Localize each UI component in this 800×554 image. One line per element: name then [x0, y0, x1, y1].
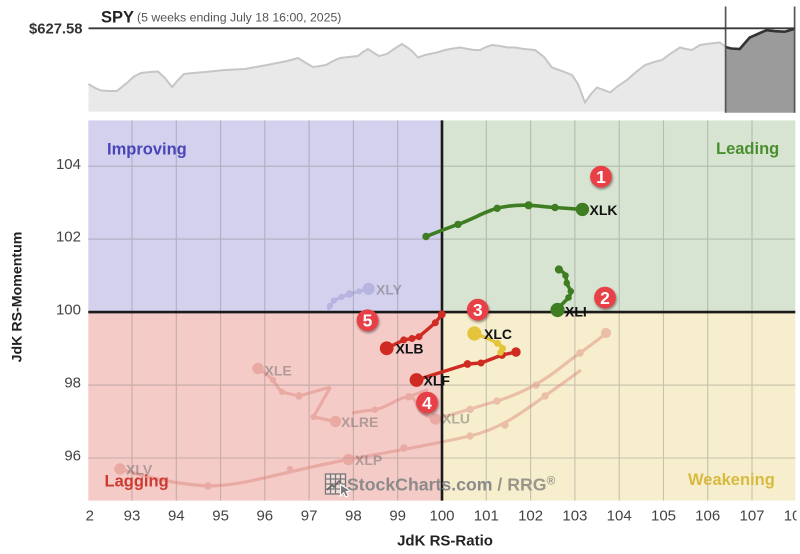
svg-text:100: 100 — [56, 302, 81, 319]
svg-text:104: 104 — [607, 508, 632, 525]
svg-text:StockCharts.com / RRG®: StockCharts.com / RRG® — [347, 474, 556, 495]
svg-text:(5 weeks ending July 18 16:00,: (5 weeks ending July 18 16:00, 2025) — [137, 11, 341, 25]
svg-text:108: 108 — [784, 508, 800, 525]
svg-text:102: 102 — [518, 508, 543, 525]
svg-text:105: 105 — [651, 508, 676, 525]
svg-text:103: 103 — [562, 508, 587, 525]
svg-text:4: 4 — [422, 393, 432, 413]
svg-text:JdK RS-Momentum: JdK RS-Momentum — [10, 232, 26, 363]
svg-text:95: 95 — [212, 508, 229, 525]
svg-text:JdK RS-Ratio: JdK RS-Ratio — [397, 533, 493, 550]
svg-text:2: 2 — [600, 288, 610, 308]
svg-text:104: 104 — [56, 156, 81, 173]
svg-text:XLU: XLU — [442, 411, 470, 427]
svg-text:98: 98 — [64, 375, 81, 392]
svg-text:XLI: XLI — [565, 304, 587, 320]
svg-text:93: 93 — [124, 508, 141, 525]
svg-text:1: 1 — [596, 167, 606, 187]
svg-text:XLF: XLF — [424, 373, 451, 389]
svg-text:97: 97 — [301, 508, 318, 525]
svg-text:Lagging: Lagging — [105, 473, 169, 491]
svg-text:96: 96 — [64, 448, 81, 465]
svg-text:SPY: SPY — [101, 9, 134, 27]
svg-text:101: 101 — [474, 508, 499, 525]
svg-text:107: 107 — [739, 508, 764, 525]
svg-text:$627.58: $627.58 — [29, 22, 83, 38]
svg-text:XLE: XLE — [265, 363, 292, 379]
svg-text:5: 5 — [363, 311, 373, 331]
svg-text:Weakening: Weakening — [688, 471, 775, 489]
svg-text:96: 96 — [256, 508, 273, 525]
svg-text:100: 100 — [429, 508, 454, 525]
svg-text:99: 99 — [389, 508, 406, 525]
svg-text:Leading: Leading — [716, 140, 779, 158]
svg-text:Improving: Improving — [107, 141, 187, 159]
svg-text:XLK: XLK — [590, 202, 618, 218]
svg-text:102: 102 — [56, 229, 81, 246]
svg-text:3: 3 — [473, 300, 483, 320]
svg-text:98: 98 — [345, 508, 362, 525]
svg-text:XLV: XLV — [126, 462, 153, 478]
svg-text:XLRE: XLRE — [341, 414, 378, 430]
svg-text:XLY: XLY — [376, 281, 403, 297]
svg-text:94: 94 — [168, 508, 185, 525]
svg-text:XLP: XLP — [355, 452, 382, 468]
svg-text:XLC: XLC — [484, 326, 512, 342]
svg-text:2: 2 — [86, 508, 94, 525]
svg-text:106: 106 — [695, 508, 720, 525]
svg-text:XLB: XLB — [396, 341, 424, 357]
